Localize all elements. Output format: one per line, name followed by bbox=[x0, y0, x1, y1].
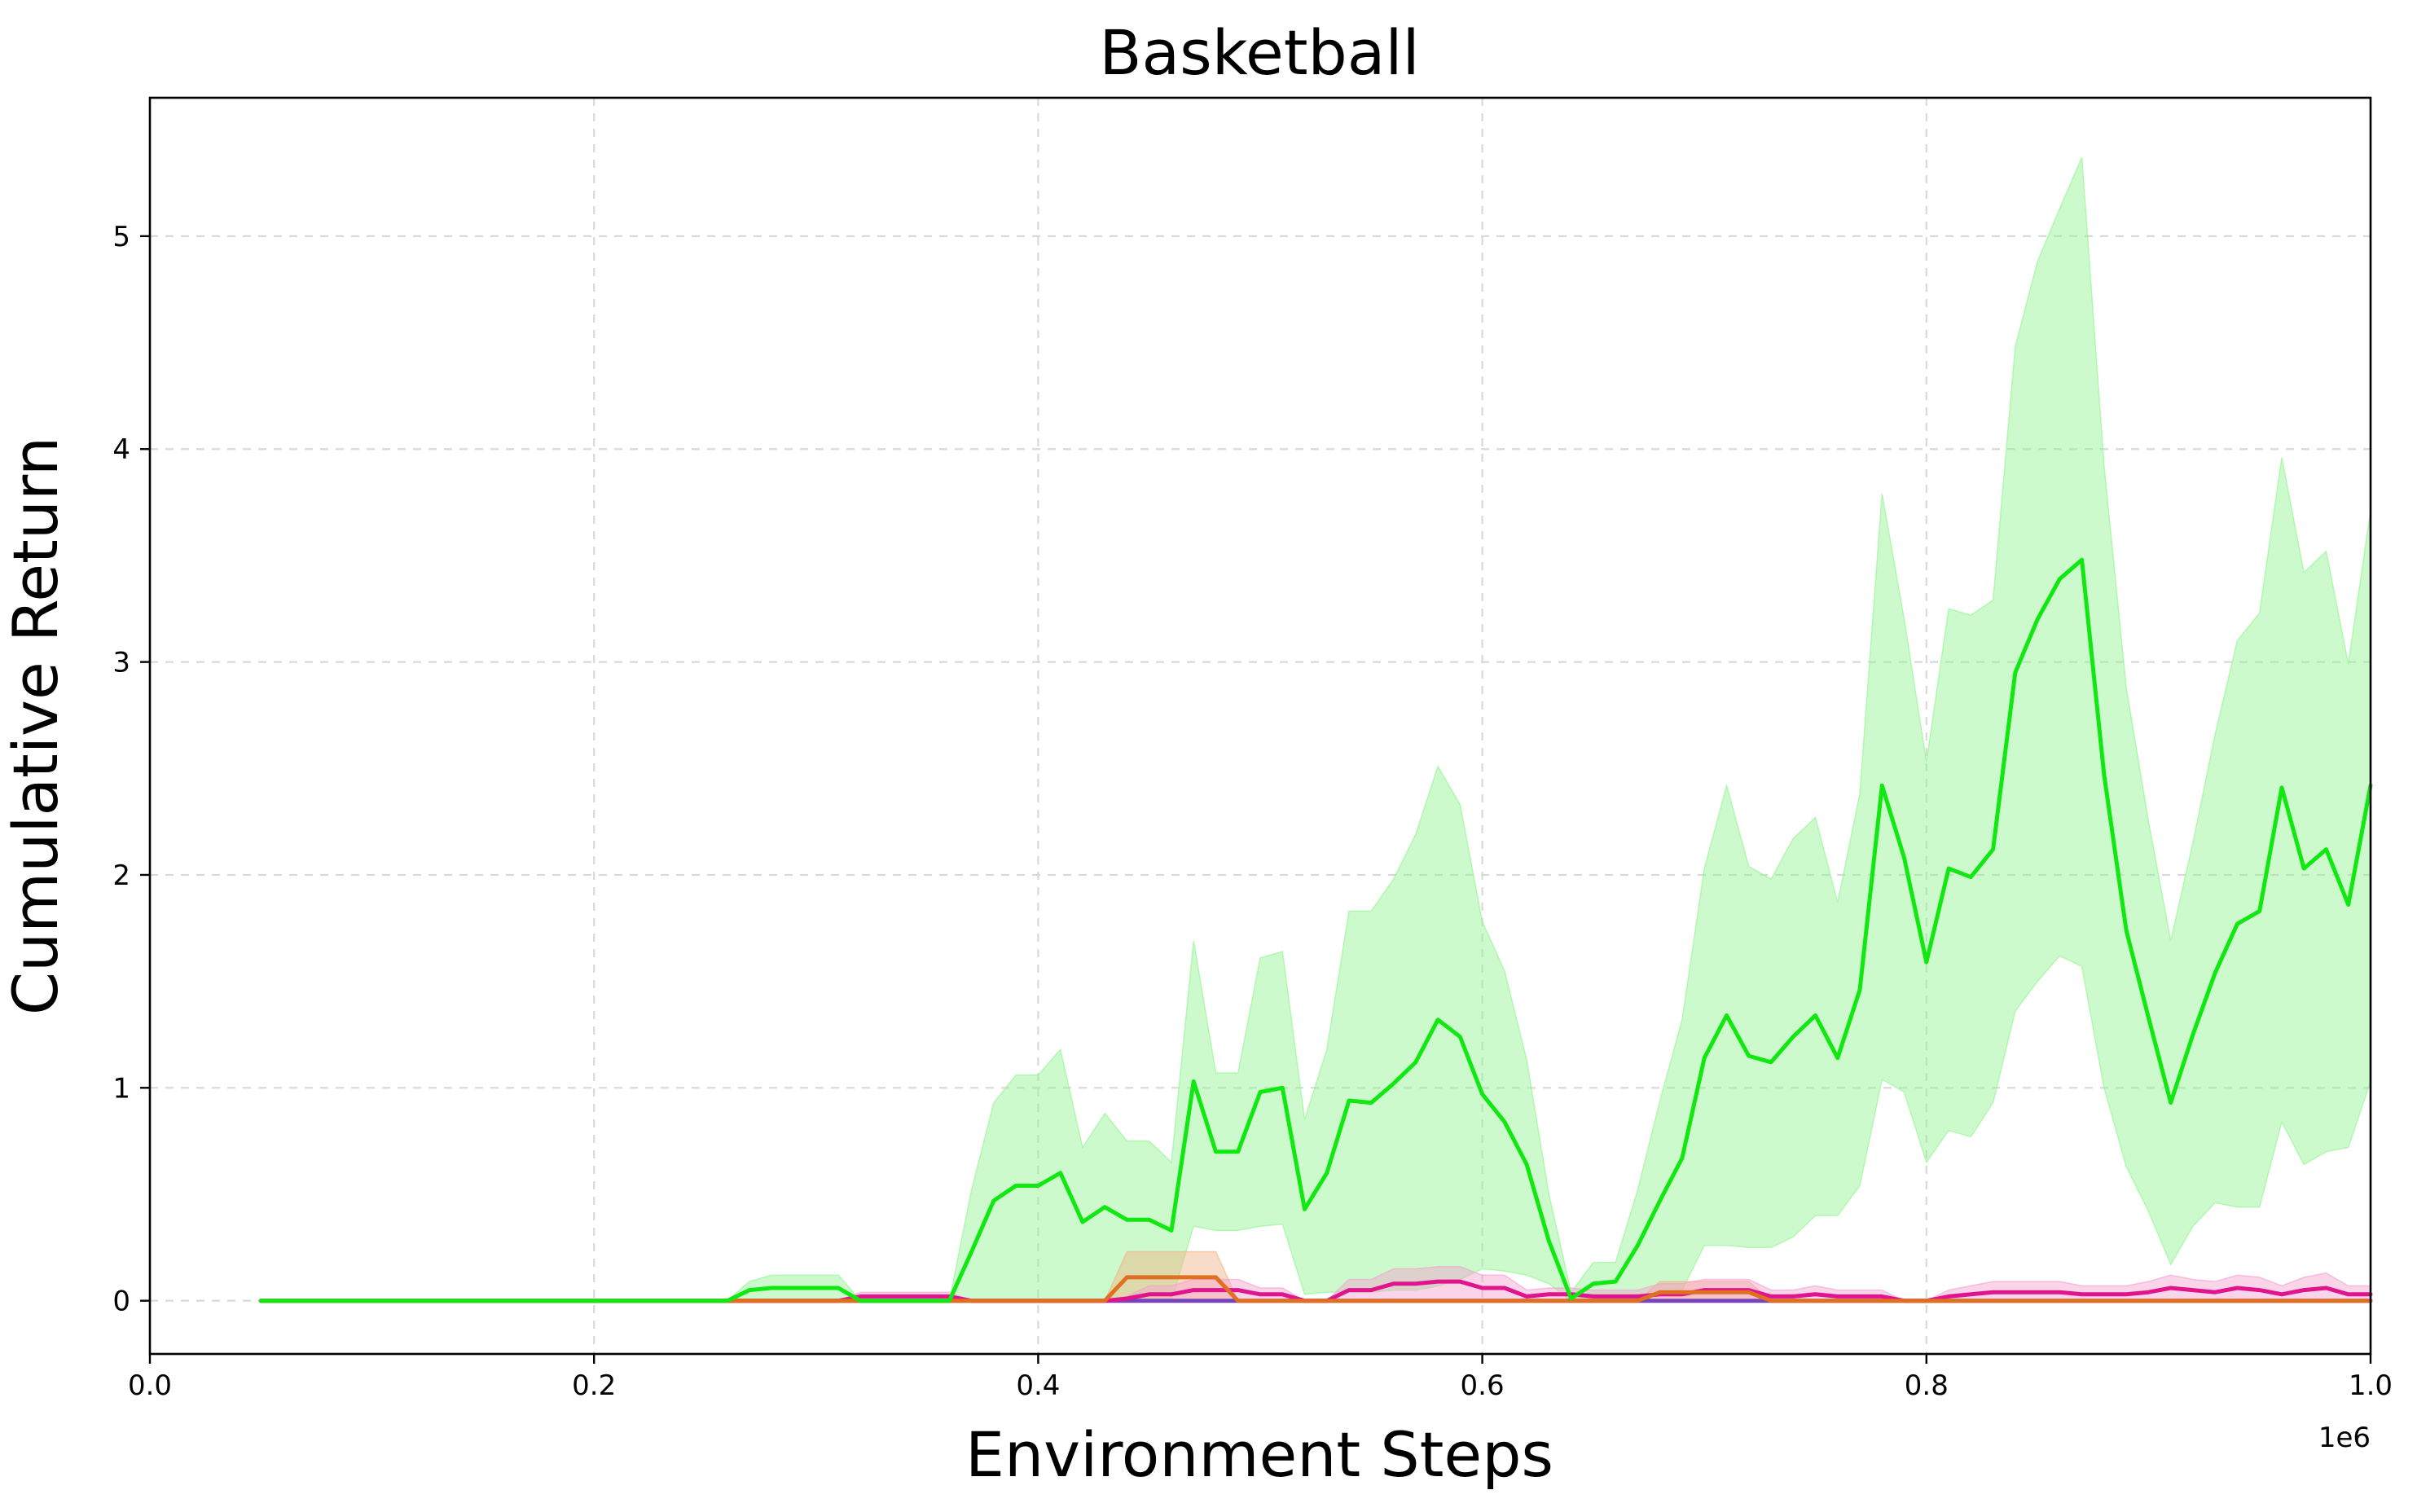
x-axis-label: Environment Steps bbox=[965, 1418, 1553, 1491]
series-1-line bbox=[258, 557, 2373, 1303]
x-tick-label: 0.2 bbox=[572, 1369, 616, 1402]
x-tick-label: 0.4 bbox=[1016, 1369, 1060, 1402]
x-tick-label: 1.0 bbox=[2349, 1369, 2393, 1402]
axes-frame bbox=[148, 96, 2372, 1356]
x-offset-label: 1e6 bbox=[2318, 1422, 2371, 1454]
y-axis-ticks: 0 1 2 3 4 5 bbox=[112, 221, 150, 1318]
y-axis-label: Cumulative Return bbox=[0, 437, 72, 1015]
y-tick-label: 4 bbox=[112, 433, 130, 466]
y-tick-label: 5 bbox=[112, 221, 130, 253]
grid bbox=[150, 98, 2371, 1354]
x-tick-label: 0.8 bbox=[1905, 1369, 1949, 1402]
x-tick-label: 0.6 bbox=[1461, 1369, 1505, 1402]
x-axis-ticks: 0.0 0.2 0.4 0.6 0.8 1.0 bbox=[128, 1354, 2393, 1402]
y-tick-label: 0 bbox=[112, 1286, 130, 1318]
x-tick-label: 0.0 bbox=[128, 1369, 172, 1402]
chart-title: Basketball bbox=[1099, 16, 1419, 89]
plot-area bbox=[150, 98, 2371, 1354]
y-tick-label: 1 bbox=[112, 1072, 130, 1105]
y-tick-label: 2 bbox=[112, 859, 130, 892]
series-lines bbox=[258, 557, 2373, 1303]
y-tick-label: 3 bbox=[112, 647, 130, 679]
